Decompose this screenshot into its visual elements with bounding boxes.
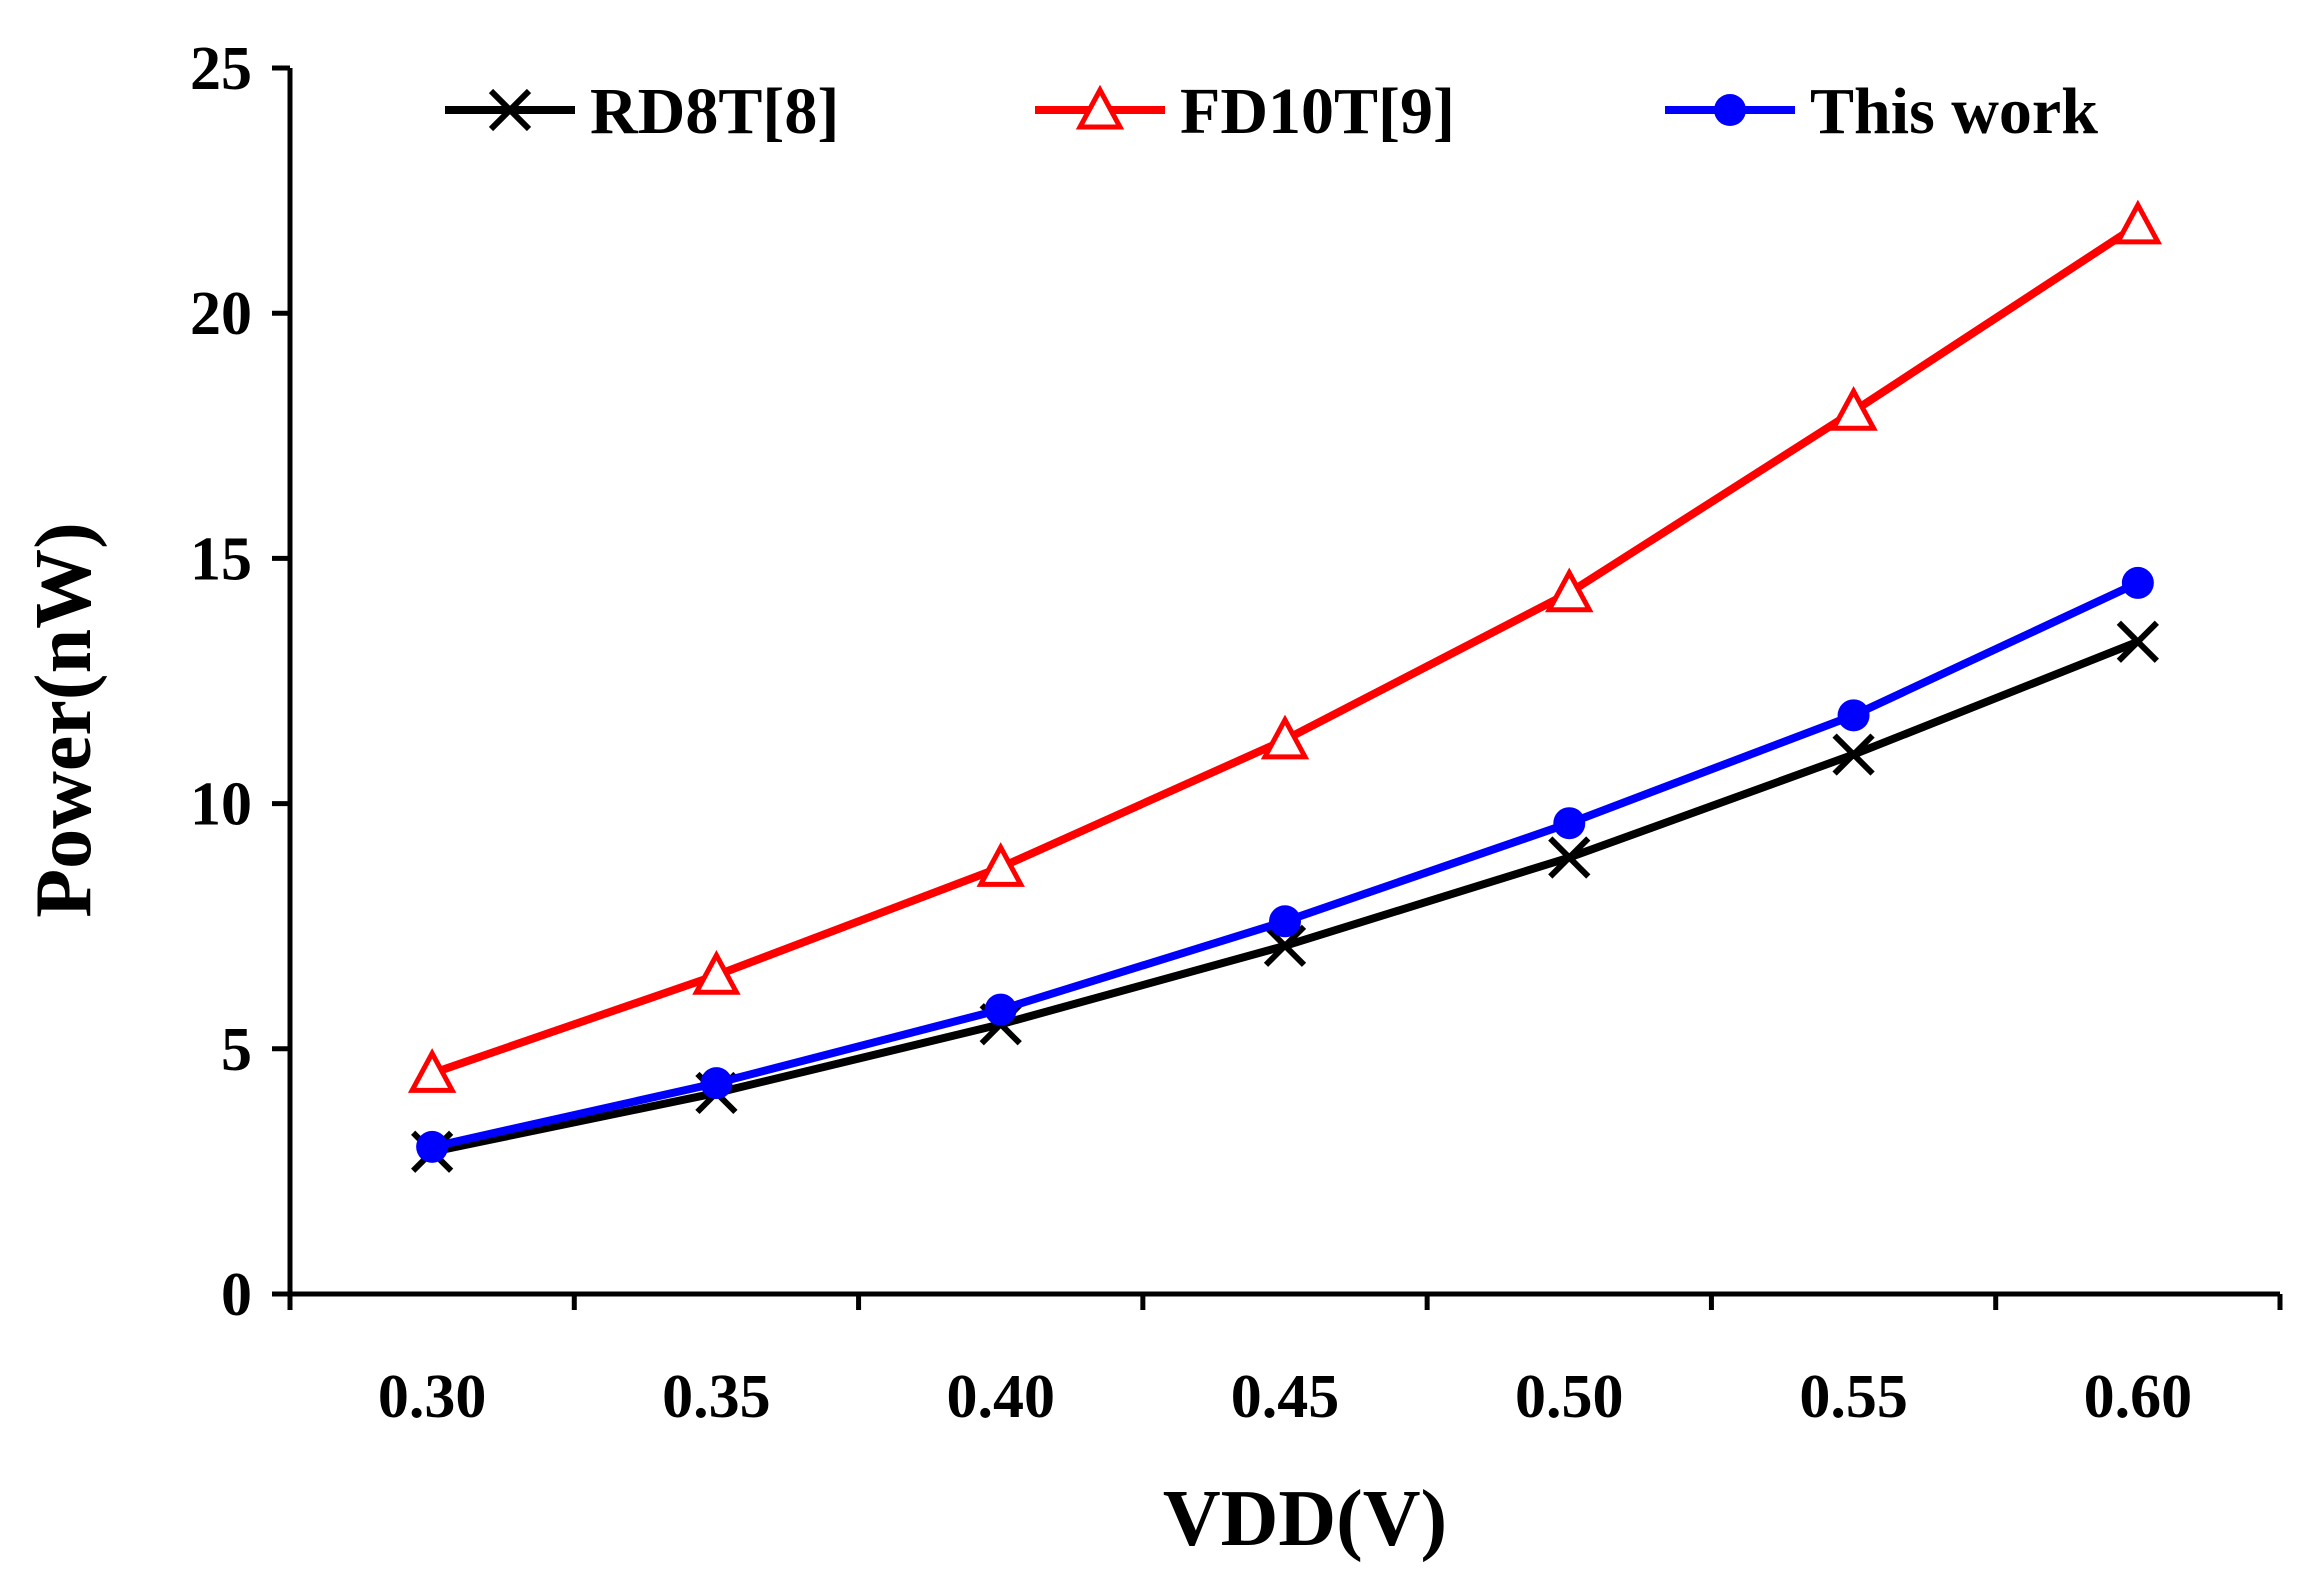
data-point — [1545, 567, 1594, 613]
legend-item: FD10T[9] — [1035, 75, 1455, 148]
data-point — [2121, 566, 2154, 599]
legend-marker — [488, 88, 532, 132]
series-fd10t-9 — [407, 199, 2163, 1093]
x-tick-label: 0.35 — [662, 1363, 771, 1431]
legend: RD8T[8] FD10T[9] This work — [445, 75, 2098, 148]
legend-marker — [1714, 94, 1746, 126]
series-line — [431, 579, 2140, 1151]
data-point — [1553, 807, 1586, 840]
data-point — [984, 993, 1017, 1026]
data-point — [692, 949, 741, 995]
legend-label: RD8T[8] — [590, 75, 839, 148]
x-tick-label: 0.40 — [946, 1363, 1055, 1431]
x-axis-title: VDD(V) — [1163, 1475, 1447, 1563]
data-point — [416, 1130, 449, 1163]
data-point — [2113, 199, 2163, 245]
y-tick-label: 0 — [221, 1261, 252, 1329]
legend-label: FD10T[9] — [1180, 75, 1455, 148]
data-point — [2116, 620, 2159, 663]
axes — [287, 68, 2280, 1297]
y-tick-label: 5 — [221, 1016, 252, 1084]
data-point — [1260, 714, 1310, 760]
y-ticks: 0 5 10 15 20 25 — [190, 35, 290, 1329]
x-tick-label: 0.30 — [378, 1363, 487, 1431]
series-this-work — [416, 566, 2154, 1163]
y-tick-label: 25 — [190, 35, 252, 103]
legend-item: This work — [1665, 75, 2098, 148]
x-tick-label: 0.50 — [1515, 1363, 1624, 1431]
x-ticks: 0.30 0.35 0.40 0.45 0.50 0.55 0.60 — [287, 1294, 2283, 1431]
data-point — [1832, 733, 1875, 776]
x-tick-label: 0.60 — [2084, 1363, 2193, 1431]
data-point — [700, 1067, 733, 1100]
legend-item: RD8T[8] — [445, 75, 839, 148]
legend-marker — [1075, 84, 1125, 130]
y-tick-label: 15 — [190, 525, 252, 593]
data-point — [1548, 836, 1591, 879]
x-tick-label: 0.55 — [1799, 1363, 1908, 1431]
series-layer — [407, 199, 2163, 1173]
data-point — [976, 842, 1025, 887]
data-point — [1829, 386, 1878, 431]
y-tick-label: 20 — [190, 280, 252, 348]
y-axis-title: Power(nW) — [20, 522, 108, 917]
data-point — [407, 1048, 457, 1093]
data-point — [1269, 905, 1301, 938]
data-point — [1837, 699, 1870, 732]
x-tick-label: 0.45 — [1231, 1363, 1340, 1431]
legend-label: This work — [1810, 75, 2098, 148]
y-tick-label: 10 — [190, 771, 252, 839]
data-point — [1263, 924, 1307, 967]
